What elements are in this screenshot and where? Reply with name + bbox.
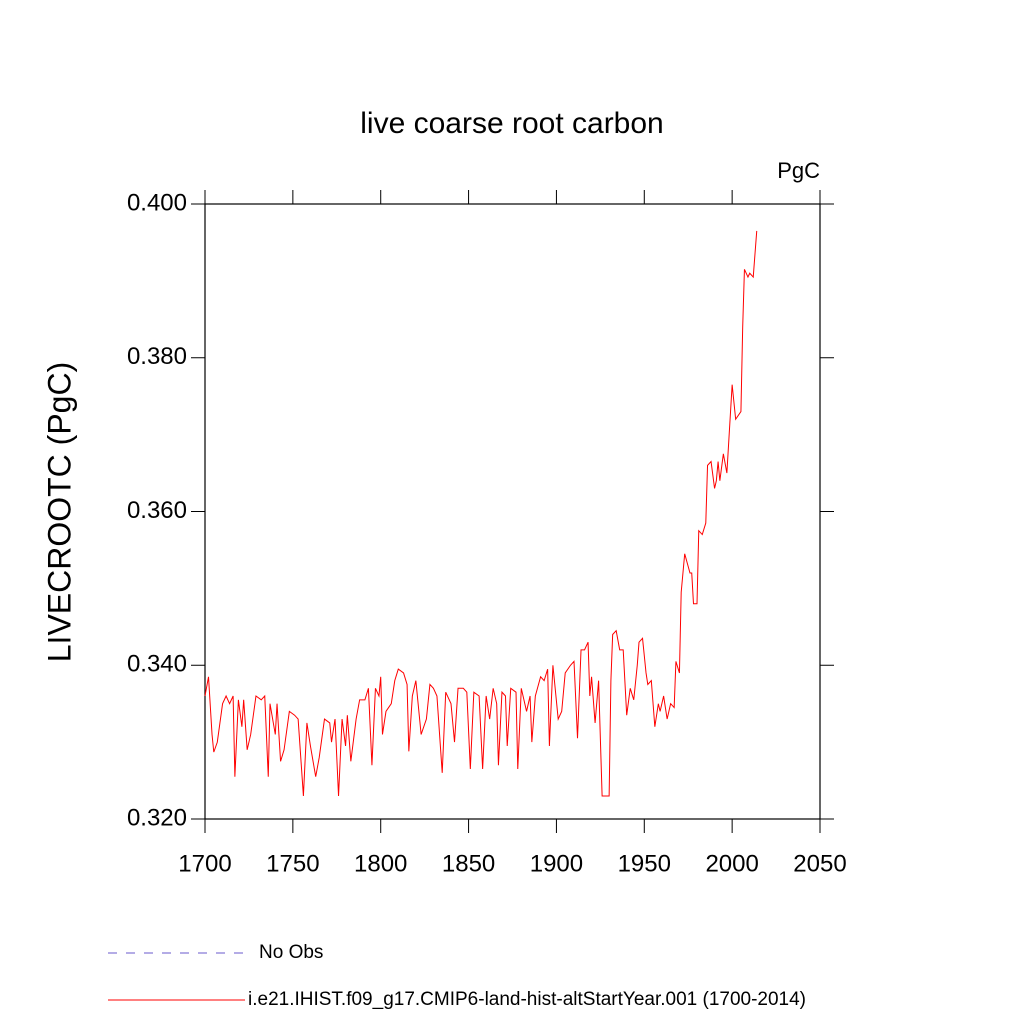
y-tick-label: 0.360 (127, 497, 187, 524)
x-tick-label: 1800 (354, 850, 407, 877)
y-axis-label: LIVECROOTC (PgC) (41, 362, 77, 662)
plot-frame (204, 203, 821, 820)
chart-title: live coarse root carbon (360, 107, 664, 140)
y-tick-label: 0.380 (127, 343, 187, 370)
legend-label: No Obs (259, 942, 323, 963)
x-tick-label: 1700 (178, 850, 231, 877)
y-tick-label: 0.400 (127, 189, 187, 216)
legend-label: i.e21.IHIST.f09_g17.CMIP6-land-hist-altS… (248, 989, 806, 1010)
x-tick-label: 1950 (618, 850, 671, 877)
x-tick-label: 1850 (442, 850, 495, 877)
x-tick-label: 1750 (266, 850, 319, 877)
x-tick-label: 2000 (705, 850, 758, 877)
data-line (204, 230, 758, 797)
y-tick-label: 0.340 (127, 651, 187, 678)
units-label: PgC (777, 158, 820, 183)
x-tick-label: 1900 (530, 850, 583, 877)
y-tick-label: 0.320 (127, 804, 187, 831)
x-tick-label: 2050 (793, 850, 846, 877)
